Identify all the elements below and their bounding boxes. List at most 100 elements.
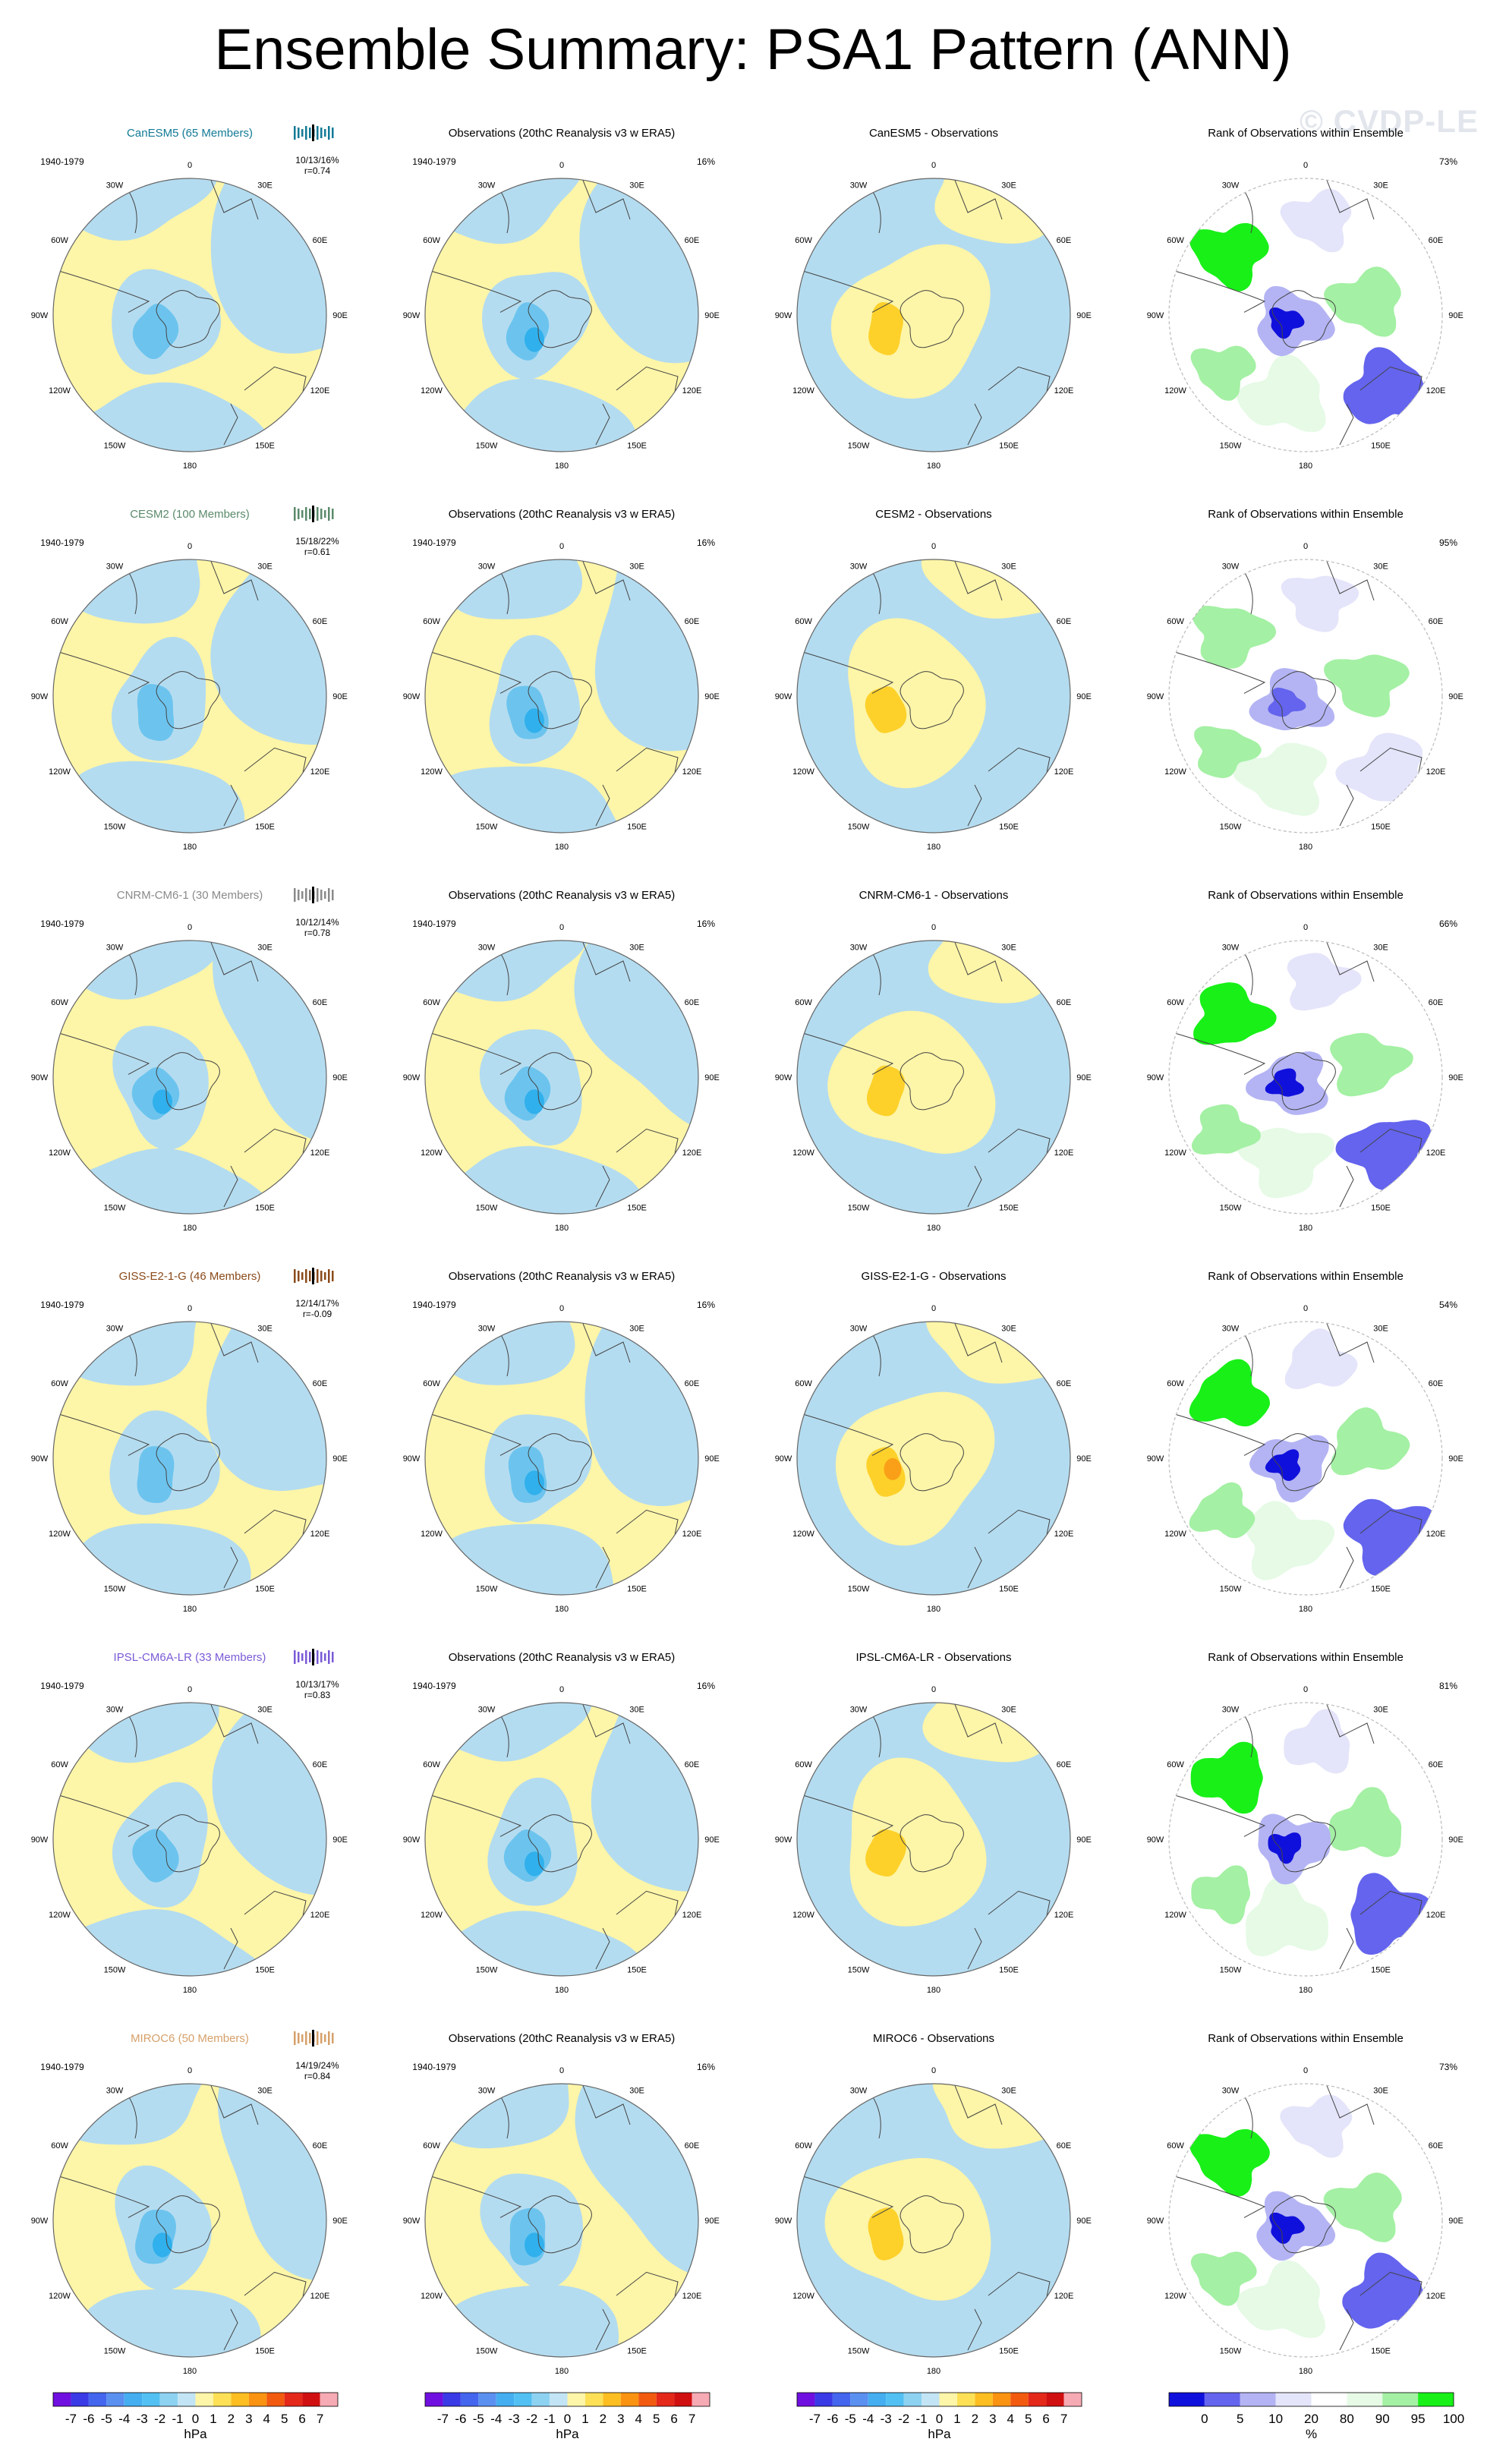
colorbar-swatch [620,2393,639,2406]
colorbar-tick-label: 90 [1375,2412,1390,2426]
lon-label: 150W [848,441,870,450]
lon-label: 30E [257,1706,273,1715]
lon-label: 30W [1222,1325,1240,1334]
diff-title: CanESM5 - Observations [869,127,998,140]
lon-label: 90E [704,311,720,320]
colorbar-tick-label: 20 [1304,2412,1319,2426]
lon-label: 60W [423,1379,440,1388]
colorbar-swatch [514,2393,532,2406]
lon-label: 90W [31,2217,49,2226]
period-label: 1940-1979 [40,2062,84,2072]
lon-label: 180 [1299,462,1312,471]
lon-label: 30E [257,562,273,572]
lon-label: 60E [685,617,700,626]
colorbar-swatch [603,2393,621,2406]
lon-label: 150W [848,1965,870,1974]
map-panel [52,1321,327,1596]
lon-label: 60E [313,617,328,626]
colorbar-tick-label: 1 [210,2412,216,2426]
colorbar-swatch [1046,2393,1064,2406]
colorbar-tick-label: 1 [581,2412,588,2426]
colorbar-tick-label: -6 [827,2412,838,2426]
lon-label: 30E [629,181,644,191]
colorbar-tick-label: 7 [317,2412,323,2426]
lon-label: 30E [629,562,644,572]
lon-label: 150W [104,1584,126,1593]
colorbar-tick-label: -6 [83,2412,94,2426]
lon-label: 150E [1371,822,1391,831]
lon-label: 90E [1076,1835,1092,1845]
lon-label: 120E [682,2292,702,2301]
lon-label: 120W [1164,1530,1186,1539]
lon-label: 120E [310,1911,330,1920]
colorbar-tick-label: -7 [65,2412,77,2426]
period-label: 1940-1979 [412,156,456,167]
lon-label: 0 [931,161,936,170]
lon-label: 180 [183,843,197,852]
lon-label: 90E [1076,1073,1092,1082]
lon-label: 90W [1147,692,1164,701]
rank-title: Rank of Observations within Ensemble [1208,127,1404,140]
member-distribution-icon [294,124,334,141]
lon-label: 90E [704,692,720,701]
lon-label: 180 [927,462,940,471]
lon-label: 90W [1147,1835,1164,1845]
lon-label: 90W [403,2217,421,2226]
lon-label: 150W [848,2346,870,2355]
colorbar-swatch [656,2393,675,2406]
rank-percent: 73% [1439,156,1457,167]
map-panel [52,178,327,452]
lon-label: 150W [476,1584,498,1593]
lon-label: 60W [51,1760,68,1769]
lon-label: 60E [313,2141,328,2150]
lon-label: 120E [1426,2292,1446,2301]
lon-label: 60E [1429,617,1444,626]
colorbar-swatch [638,2393,657,2406]
lon-label: 0 [187,923,192,932]
colorbar-swatch [584,2393,603,2406]
pattern-correlation: r=-0.09 [303,1309,332,1319]
lon-label: 60W [1167,1379,1184,1388]
lon-label: 150E [999,1203,1019,1212]
lon-label: 30E [1001,1325,1016,1334]
colorbar-tick-label: 3 [617,2412,624,2426]
lon-label: 0 [559,542,564,551]
lon-label: 0 [187,1685,192,1694]
lon-label: 120W [49,1911,71,1920]
lon-label: 150E [255,2346,275,2355]
lon-label: 90E [1076,2217,1092,2226]
lon-label: 90E [332,1835,348,1845]
lon-label: 120E [1426,767,1446,777]
map-panel [424,1702,699,1977]
lon-label: 150E [999,2346,1019,2355]
colorbar-swatch [478,2393,496,2406]
lon-label: 120E [1426,386,1446,395]
colorbar-swatch [550,2393,568,2406]
colorbar-swatch [1028,2393,1047,2406]
lon-label: 0 [931,542,936,551]
period-label: 1940-1979 [40,1300,84,1310]
map-panel [1168,2083,1443,2358]
lon-label: 30W [850,562,868,572]
lon-label: 150W [476,1203,498,1212]
lon-label: 60E [313,998,328,1007]
model-stats: 10/13/17% [295,1679,339,1690]
colorbar-tick-label: 6 [1042,2412,1049,2426]
lon-label: 90E [332,311,348,320]
colorbar-swatch [443,2393,461,2406]
colorbar-tick-label: -3 [137,2412,148,2426]
period-label: 1940-1979 [40,156,84,167]
lon-label: 150E [627,2346,647,2355]
lon-label: 90W [403,311,421,320]
lon-label: 30W [1222,1706,1240,1715]
colorbar-swatch [88,2393,107,2406]
lon-label: 60E [1429,998,1444,1007]
lon-label: 150W [1220,1965,1242,1974]
lon-label: 30E [257,1325,273,1334]
colorbar-swatch [71,2393,89,2406]
map-panel [424,1321,699,1596]
lon-label: 30W [1222,181,1240,191]
lon-label: 30E [1001,562,1016,572]
lon-label: 150W [848,1203,870,1212]
lon-label: 30W [478,1325,496,1334]
